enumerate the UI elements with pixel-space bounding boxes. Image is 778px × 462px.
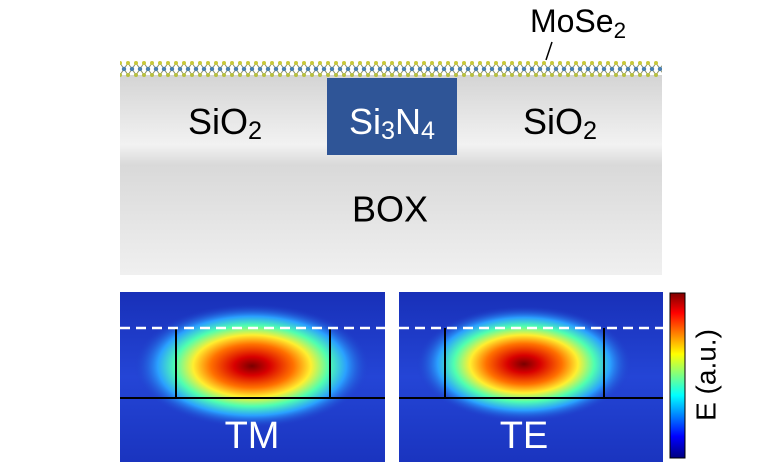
label-text: MoSe bbox=[530, 3, 614, 39]
mose2-layer bbox=[120, 58, 662, 80]
mode-label: TM bbox=[225, 415, 280, 457]
cladding-right-label: SiO2 bbox=[523, 101, 597, 145]
subscript: 4 bbox=[421, 117, 435, 145]
leader-line bbox=[545, 41, 553, 61]
label-text: SiO bbox=[523, 101, 583, 142]
subscript: 2 bbox=[248, 117, 262, 145]
core-label: Si3N4 bbox=[349, 101, 435, 145]
top-material-label: MoSe2 bbox=[530, 3, 626, 42]
field-profile bbox=[134, 304, 370, 428]
mode-tm: TM bbox=[120, 292, 385, 462]
cladding-left-label: SiO2 bbox=[188, 101, 262, 145]
core-outline bbox=[120, 328, 385, 399]
mode-te: TE bbox=[399, 292, 663, 462]
subscript: 2 bbox=[614, 18, 626, 43]
subscript: 2 bbox=[583, 117, 597, 145]
core-outline bbox=[399, 328, 663, 399]
colorbar bbox=[669, 292, 686, 459]
label-text: N bbox=[395, 101, 421, 142]
field-profile bbox=[416, 306, 632, 422]
core-block bbox=[327, 78, 457, 155]
substrate-label: BOX bbox=[352, 189, 428, 230]
mode-label: TE bbox=[500, 415, 549, 457]
colorbar-label: E (a.u.) bbox=[690, 329, 721, 421]
label-text: Si bbox=[349, 101, 381, 142]
subscript: 3 bbox=[381, 117, 395, 145]
label-text: SiO bbox=[188, 101, 248, 142]
